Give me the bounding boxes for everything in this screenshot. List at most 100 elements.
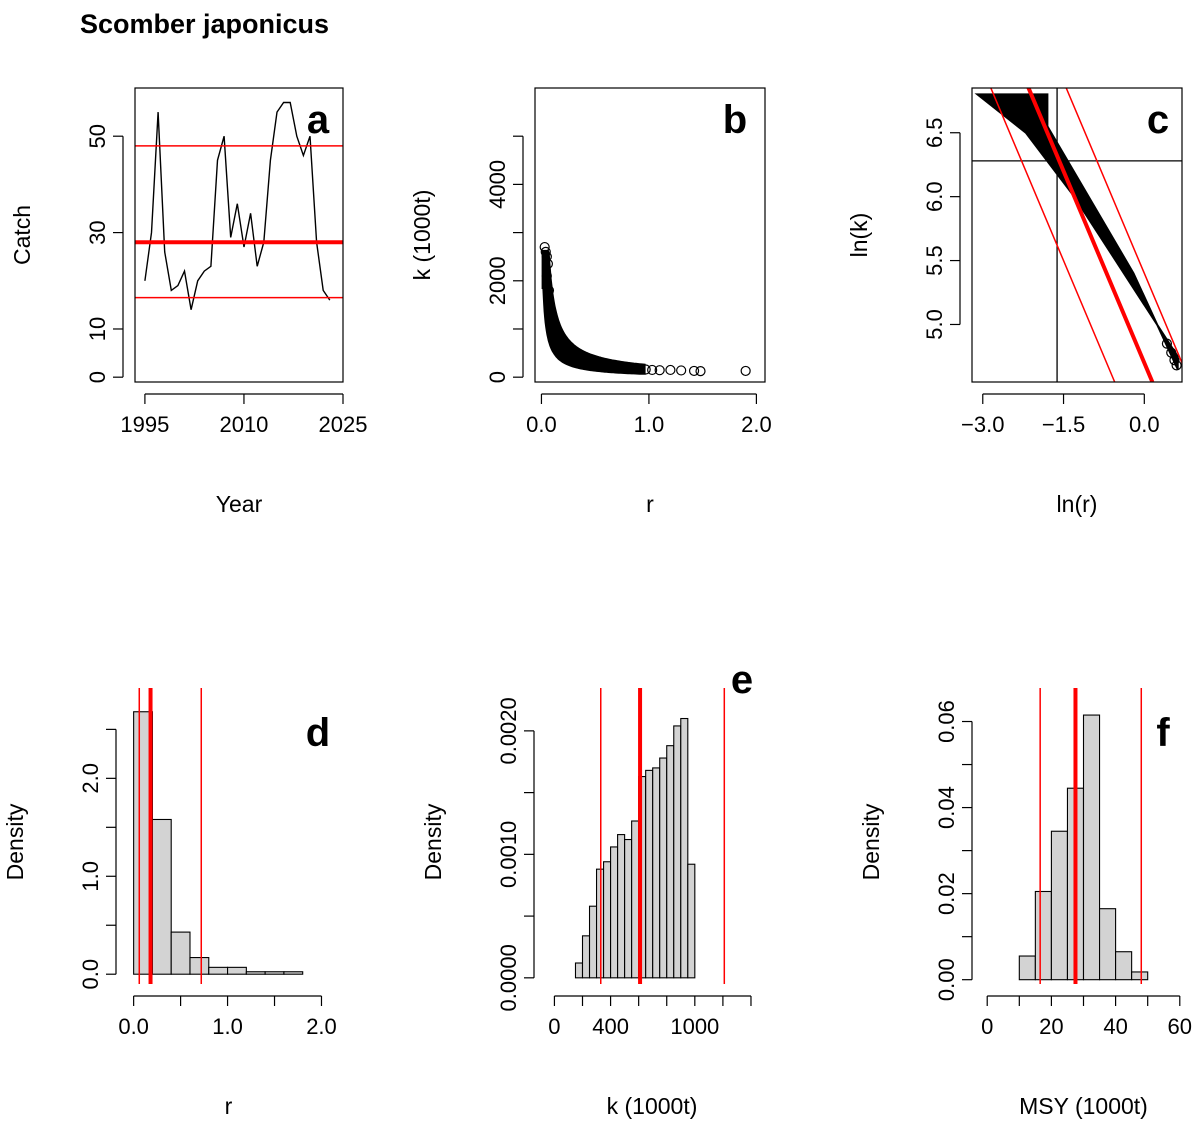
x-axis-title: k (1000t) bbox=[607, 1093, 698, 1119]
x-tick-label: 20 bbox=[1039, 1014, 1063, 1039]
histogram-bar-14 bbox=[673, 725, 682, 979]
plot-area-c bbox=[972, 88, 1182, 382]
scatter-point-12 bbox=[695, 366, 706, 377]
x-axis-title: r bbox=[646, 491, 654, 517]
regression-line-1 bbox=[990, 88, 1116, 382]
histogram-bar-2 bbox=[1050, 830, 1069, 981]
y-tick-label: 4000 bbox=[485, 160, 510, 209]
x-tick-label: 60 bbox=[1168, 1014, 1192, 1039]
scatter-point-13 bbox=[740, 365, 751, 377]
histogram-bar-7 bbox=[264, 971, 285, 975]
y-axis-title: ln(k) bbox=[846, 213, 872, 258]
histogram-bar-0 bbox=[1018, 955, 1036, 981]
scatter-point-9 bbox=[665, 364, 676, 376]
y-tick-label: 6.0 bbox=[922, 181, 947, 212]
x-axis-title: r bbox=[225, 1093, 233, 1119]
panel-letter: c bbox=[1147, 98, 1169, 142]
regression-line-2 bbox=[1065, 88, 1182, 365]
plot-area-e bbox=[574, 717, 696, 979]
regression-line-0 bbox=[1026, 88, 1155, 382]
panel-letter: b bbox=[723, 98, 747, 142]
x-tick-label: 40 bbox=[1103, 1014, 1127, 1039]
histogram-bar-1 bbox=[1034, 890, 1052, 981]
plot-area-f bbox=[1018, 714, 1149, 981]
x-tick-label: 0.0 bbox=[526, 412, 557, 437]
x-axis-title: Year bbox=[216, 491, 263, 517]
panel-letter: a bbox=[307, 98, 330, 142]
histogram-bar-5 bbox=[1098, 908, 1117, 981]
histogram-bar-12 bbox=[659, 757, 668, 979]
plot-frame bbox=[971, 87, 1183, 383]
histogram-bar-6 bbox=[245, 971, 266, 975]
scatter-point-0 bbox=[539, 241, 550, 253]
x-tick-label: 1.0 bbox=[212, 1014, 243, 1039]
x-tick-label: −3.0 bbox=[961, 412, 1004, 437]
y-tick-label: 6.5 bbox=[922, 117, 947, 148]
plot-frame bbox=[534, 87, 766, 383]
histogram-bar-3 bbox=[189, 957, 210, 975]
scatter-point-11 bbox=[688, 365, 700, 377]
y-tick-label: 0.00 bbox=[934, 958, 959, 1001]
rk-cloud bbox=[541, 249, 646, 375]
y-tick-label: 2.0 bbox=[78, 763, 103, 794]
histogram-bar-8 bbox=[631, 820, 640, 979]
scatter-point-3 bbox=[1171, 360, 1182, 371]
scatter-point-2 bbox=[541, 251, 552, 262]
histogram-bar-6 bbox=[1115, 951, 1133, 981]
y-tick-label: 1.0 bbox=[78, 861, 103, 892]
panel-c: −3.0 −1.5 0.0 5.0 5.5 6.0 6.5 ln(r) ln(k) c bbox=[846, 87, 1183, 517]
y-axis-title: Density bbox=[858, 803, 884, 880]
y-axis-title: k (1000t) bbox=[409, 190, 435, 281]
y-tick-label: 5.5 bbox=[922, 245, 947, 276]
scatter-point-8 bbox=[654, 365, 665, 376]
plot-frame bbox=[134, 87, 344, 383]
x-tick-label: 0.0 bbox=[1129, 412, 1160, 437]
y-axis-title: Density bbox=[2, 803, 28, 880]
x-tick-label: 1000 bbox=[670, 1014, 719, 1039]
scatter-point-10 bbox=[676, 365, 687, 376]
scatter-point-3 bbox=[542, 258, 553, 270]
panel-e: 0 400 1000 0.0000 0.0010 0.0020 k (1000t) Densi… bbox=[420, 658, 753, 1119]
histogram-bar-2 bbox=[588, 905, 598, 979]
panel-letter: e bbox=[731, 658, 753, 702]
histogram-bar-7 bbox=[1131, 971, 1149, 981]
y-tick-label: 0 bbox=[85, 371, 110, 383]
x-tick-label: 0 bbox=[548, 1014, 560, 1039]
x-axis-title: MSY (1000t) bbox=[1019, 1093, 1148, 1119]
plot-area-a bbox=[135, 101, 343, 310]
histogram-bar-4 bbox=[603, 861, 612, 979]
histogram-bar-13 bbox=[666, 745, 675, 979]
x-tick-label: 1.0 bbox=[634, 412, 665, 437]
y-tick-label: 30 bbox=[85, 220, 110, 244]
y-tick-label: 10 bbox=[85, 317, 110, 341]
panel-letter: f bbox=[1156, 711, 1170, 755]
histogram-bar-6 bbox=[617, 834, 626, 979]
y-axis-title: Density bbox=[420, 803, 446, 880]
y-tick-label: 0.02 bbox=[934, 872, 959, 915]
y-axis-title: Catch bbox=[9, 205, 35, 265]
histogram-bar-8 bbox=[283, 971, 304, 975]
y-tick-label: 50 bbox=[85, 124, 110, 148]
scatter-point-4 bbox=[541, 270, 552, 282]
y-tick-label: 0.0010 bbox=[496, 821, 521, 888]
scatter-point-2 bbox=[1169, 355, 1180, 366]
x-tick-label: 2.0 bbox=[306, 1014, 337, 1039]
panel-b: 0.0 1.0 2.0 0 2000 4000 r k (1000t) b bbox=[409, 87, 772, 517]
histogram-bar-15 bbox=[680, 717, 689, 979]
catch-line-0 bbox=[144, 101, 331, 310]
scatter-point-6 bbox=[640, 364, 651, 375]
histogram-bar-16 bbox=[687, 863, 696, 979]
histogram-bar-2 bbox=[170, 931, 191, 975]
histogram-bar-5 bbox=[227, 966, 247, 975]
histogram-bar-10 bbox=[645, 769, 654, 979]
panel-letter: d bbox=[306, 711, 330, 755]
y-tick-label: 0.0 bbox=[78, 959, 103, 990]
plot-area-b bbox=[539, 241, 751, 377]
y-tick-label: 5.0 bbox=[922, 309, 947, 340]
y-tick-label: 0.06 bbox=[934, 700, 959, 743]
histogram-bar-11 bbox=[652, 767, 661, 979]
x-tick-label: 2.0 bbox=[741, 412, 772, 437]
x-tick-label: 400 bbox=[592, 1014, 629, 1039]
x-tick-label: 0.0 bbox=[118, 1014, 149, 1039]
x-tick-label: −1.5 bbox=[1042, 412, 1085, 437]
